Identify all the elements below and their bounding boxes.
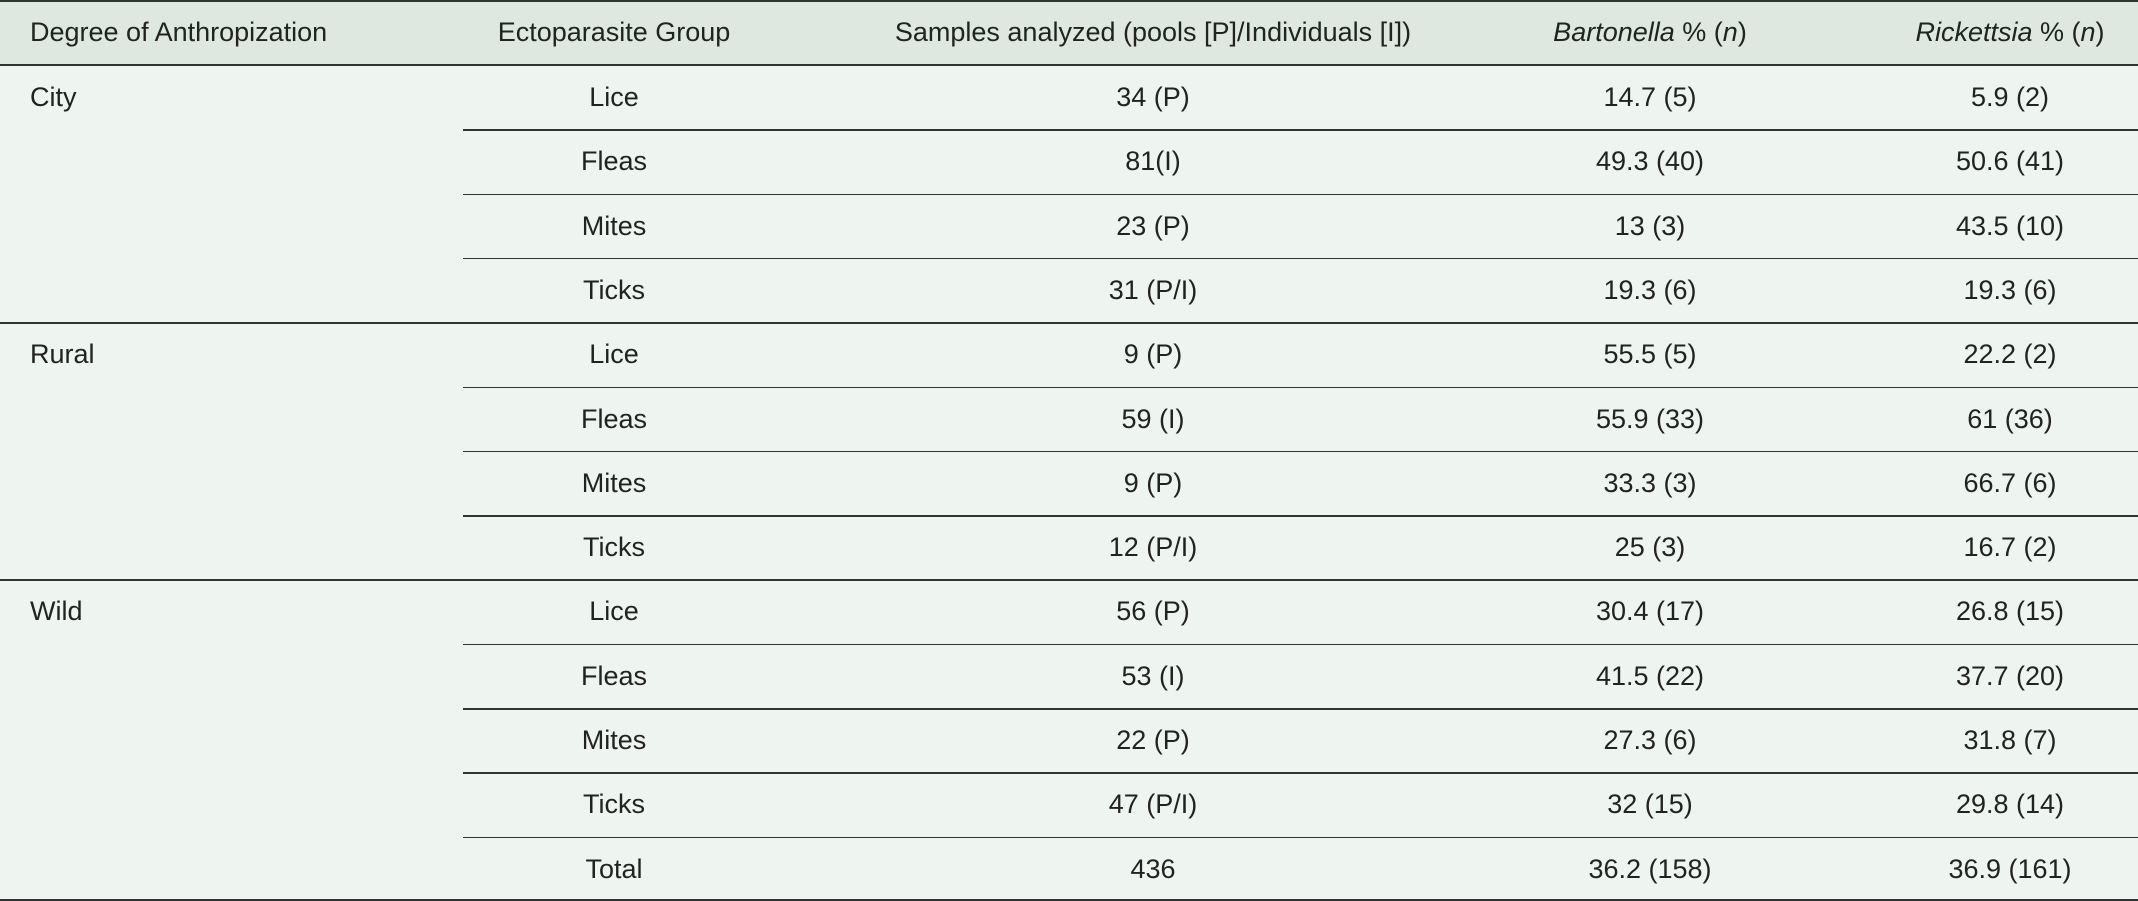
table-cell: 47 (P/I) bbox=[1108, 789, 1198, 820]
table-cell: 13 (3) bbox=[1614, 210, 1686, 241]
total-cell: 436 bbox=[1130, 853, 1176, 884]
table-cell: 12 (P/I) bbox=[1108, 532, 1198, 563]
table-cell: 33.3 (3) bbox=[1603, 467, 1697, 498]
table-cell: 26.8 (15) bbox=[1955, 596, 2065, 627]
table-cell: 16.7 (2) bbox=[1963, 532, 2057, 563]
rule bbox=[0, 579, 2138, 581]
rule bbox=[463, 643, 2138, 646]
header-text: Rickettsia bbox=[1915, 17, 2033, 47]
header-text: Bartonella bbox=[1553, 17, 1675, 47]
rule bbox=[0, 322, 2138, 324]
header-text: Samples analyzed (pools [P]/Individuals … bbox=[894, 17, 1412, 47]
header-text: % ( bbox=[2032, 17, 2081, 47]
header-text: Ectoparasite Group bbox=[497, 17, 731, 47]
table-cell: 14.7 (5) bbox=[1603, 82, 1697, 112]
rule bbox=[0, 899, 2138, 901]
table-cell: 31.8 (7) bbox=[1963, 725, 2057, 755]
header-text: n bbox=[1722, 17, 1738, 47]
rule bbox=[463, 836, 2138, 839]
table-cell: 34 (P) bbox=[1116, 82, 1190, 112]
rule bbox=[463, 515, 2138, 517]
table-cell: Ticks bbox=[583, 532, 645, 563]
header-cell: Ectoparasite Group bbox=[498, 0, 731, 64]
rule bbox=[463, 257, 2138, 260]
table-cell: 61 (36) bbox=[1967, 403, 2053, 434]
table-cell: Ticks bbox=[583, 274, 645, 305]
table-cell: 31 (P/I) bbox=[1108, 274, 1198, 305]
rule bbox=[463, 772, 2138, 774]
table-cell: 43.5 (10) bbox=[1955, 210, 2065, 241]
rule bbox=[0, 0, 2138, 2]
table-cell: 50.6 (41) bbox=[1955, 146, 2065, 177]
table-cell: 41.5 (22) bbox=[1595, 660, 1705, 691]
header-text: % ( bbox=[1674, 17, 1723, 47]
total-cell: 36.2 (158) bbox=[1588, 853, 1712, 884]
header-cell: Degree of Anthropization bbox=[30, 0, 327, 64]
rule bbox=[463, 450, 2138, 453]
table-cell: 56 (P) bbox=[1116, 596, 1190, 627]
table-cell: 5.9 (2) bbox=[1970, 82, 2050, 112]
table-cell: 49.3 (40) bbox=[1595, 146, 1705, 177]
group-label: City bbox=[30, 82, 77, 112]
table-cell: Mites bbox=[581, 725, 647, 755]
rule bbox=[0, 64, 2138, 66]
table-cell: 23 (P) bbox=[1116, 210, 1190, 241]
table-cell: 32 (15) bbox=[1607, 789, 1693, 820]
table-cell: 25 (3) bbox=[1614, 532, 1686, 563]
header-text: n bbox=[2080, 17, 2096, 47]
table-cell: 81(I) bbox=[1125, 146, 1181, 177]
header-text: Degree of Anthropization bbox=[30, 17, 328, 47]
table-cell: Fleas bbox=[580, 660, 648, 691]
table-cell: 37.7 (20) bbox=[1955, 660, 2065, 691]
table-cell: Fleas bbox=[580, 403, 648, 434]
table-cell: 9 (P) bbox=[1123, 339, 1183, 370]
table-cell: Ticks bbox=[583, 789, 645, 820]
table-cell: Lice bbox=[589, 596, 639, 627]
table-cell: Mites bbox=[581, 467, 647, 498]
table-cell: 66.7 (6) bbox=[1963, 467, 2057, 498]
group-label: Rural bbox=[30, 339, 95, 370]
table-cell: 19.3 (6) bbox=[1603, 274, 1697, 305]
total-cell: 36.9 (161) bbox=[1948, 853, 2072, 884]
table-cell: 22.2 (2) bbox=[1963, 339, 2057, 370]
table-cell: Lice bbox=[589, 339, 639, 370]
group-label: Wild bbox=[30, 596, 83, 627]
table-cell: 22 (P) bbox=[1116, 725, 1190, 755]
rule bbox=[463, 386, 2138, 388]
rule bbox=[463, 708, 2138, 710]
table-cell: 59 (I) bbox=[1121, 403, 1185, 434]
table-cell: 9 (P) bbox=[1123, 467, 1183, 498]
header-text: ) bbox=[1737, 17, 1747, 47]
header-cell: Rickettsia % (n) bbox=[1915, 0, 2104, 64]
table-cell: 19.3 (6) bbox=[1963, 274, 2057, 305]
header-background bbox=[0, 0, 2138, 65]
header-cell: Bartonella % (n) bbox=[1553, 0, 1747, 64]
table-cell: Fleas bbox=[580, 146, 648, 177]
table-cell: 55.9 (33) bbox=[1595, 403, 1705, 434]
table-cell: 53 (I) bbox=[1121, 660, 1185, 691]
table-cell: Lice bbox=[589, 82, 639, 112]
total-cell: Total bbox=[585, 853, 643, 884]
rule bbox=[463, 129, 2138, 131]
table-cell: 27.3 (6) bbox=[1603, 725, 1697, 755]
table-cell: 30.4 (17) bbox=[1595, 596, 1705, 627]
header-text: ) bbox=[2095, 17, 2105, 47]
rule bbox=[463, 193, 2138, 196]
header-cell: Samples analyzed (pools [P]/Individuals … bbox=[895, 0, 1411, 64]
table-cell: 29.8 (14) bbox=[1955, 789, 2065, 820]
table-cell: 55.5 (5) bbox=[1603, 339, 1697, 370]
table-cell: Mites bbox=[581, 210, 647, 241]
